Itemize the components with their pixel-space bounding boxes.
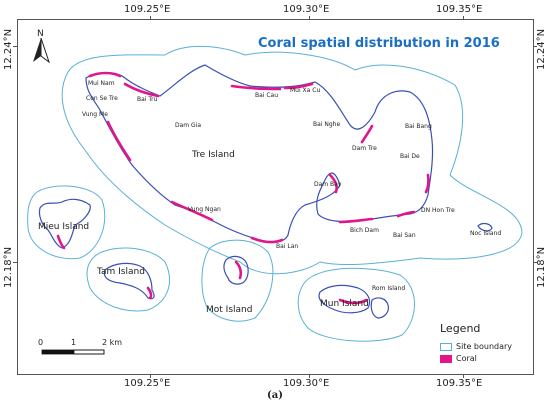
legend-item-site-boundary: Site boundary — [440, 342, 512, 351]
mot-island-coast — [223, 255, 249, 285]
legend-title: Legend — [440, 322, 481, 335]
place-bai-lan: Bai Lan — [276, 243, 298, 250]
place-bich-dam: Bich Dam — [350, 227, 379, 234]
place-vung-me: Vung Me — [82, 111, 108, 118]
coral-bai-tru — [123, 82, 160, 98]
place-bai-san: Bai San — [393, 232, 416, 239]
mun-island-boundary — [297, 267, 415, 342]
tick-right-2 — [533, 262, 537, 263]
lon-tick-bottom-1: 109.25°E — [124, 378, 171, 389]
lon-tick-bottom-3: 109.35°E — [436, 378, 483, 389]
legend-item-coral: Coral — [440, 354, 477, 363]
tick-right-1 — [533, 46, 537, 47]
north-arrow-icon — [33, 37, 50, 64]
coral-dam-tre — [360, 124, 374, 144]
tick-left-1 — [13, 46, 17, 47]
coral-mun — [338, 298, 368, 305]
rom-island-coast — [370, 297, 389, 319]
lon-tick-top-1: 109.25°E — [124, 4, 171, 15]
place-bai-nghe: Bai Nghe — [313, 121, 340, 128]
coral-tam — [146, 286, 153, 300]
tre-island-boundary — [61, 45, 523, 275]
place-rom-island: Rom Island — [372, 285, 405, 292]
place-bai-de: Bai De — [400, 153, 420, 160]
tick-top-1 — [150, 16, 151, 20]
tick-top-3 — [463, 16, 464, 20]
place-dam-tre: Dam Tre — [352, 145, 377, 152]
island-mieu: Mieu Island — [38, 222, 89, 232]
coral-bai-de — [424, 173, 430, 194]
coral-dn-hon-tre — [396, 210, 416, 218]
mot-island-boundary — [201, 239, 274, 322]
scale-label-0: 0 — [38, 338, 43, 347]
map-frame — [17, 19, 534, 375]
place-dam-gia: Dam Gia — [175, 122, 201, 129]
island-tre: Tre Island — [191, 150, 235, 160]
coral-mui-xa-cu — [283, 82, 314, 90]
tam-island-boundary — [86, 247, 170, 312]
place-dn-hon-tre: DN Hon Tre — [421, 207, 455, 214]
place-mui-xa-cu: Mui Xa Cu — [290, 87, 320, 94]
coral-mui-nam — [88, 71, 122, 78]
mun-island-coast — [318, 284, 371, 314]
scale-bar — [41, 349, 105, 355]
mieu-island-boundary — [27, 185, 106, 260]
map-title: Coral spatial distribution in 2016 — [258, 36, 500, 51]
coral-bich-dam — [338, 217, 374, 224]
lon-tick-bottom-2: 109.30°E — [283, 378, 330, 389]
coral-bai-lan — [250, 236, 284, 244]
legend-label-site-boundary: Site boundary — [456, 342, 513, 351]
scale-label-2: 2 km — [102, 338, 122, 347]
tick-left-2 — [13, 262, 17, 263]
island-tam: Tam Island — [96, 267, 145, 277]
north-arrow-label: N — [37, 29, 44, 39]
place-mui-nam: Mui Nam — [88, 80, 115, 87]
place-con-se-tre: Con Se Tre — [86, 95, 118, 102]
coral-swatch — [440, 354, 452, 363]
island-noc: Noc Island — [470, 230, 501, 237]
island-mun: Mun Island — [320, 299, 369, 309]
coral-dam-bay — [328, 173, 338, 194]
tick-bottom-1 — [150, 374, 151, 378]
lon-tick-top-2: 109.30°E — [283, 4, 330, 15]
coral-mot — [234, 260, 243, 280]
legend-label-coral: Coral — [456, 354, 477, 363]
place-vung-ngan: Vung Ngan — [188, 206, 221, 213]
site-boundary-swatch — [440, 342, 452, 351]
coral-west-coast — [106, 120, 132, 162]
noc-island-coast — [477, 222, 493, 232]
mieu-island-coast — [38, 198, 91, 249]
tick-top-2 — [309, 16, 310, 20]
tick-bottom-2 — [309, 374, 310, 378]
figure-caption: (a) — [267, 390, 283, 401]
tam-island-coast — [103, 262, 155, 300]
place-bai-bang: Bai Bang — [405, 123, 432, 130]
place-bai-cau: Bai Cau — [255, 92, 278, 99]
tick-bottom-3 — [463, 374, 464, 378]
coral-vung-ngan — [170, 200, 214, 222]
scale-label-1: 1 — [71, 338, 76, 347]
coral-bai-cau — [230, 84, 282, 91]
island-mot: Mot Island — [206, 305, 252, 315]
place-bai-tru: Bai Tru — [137, 96, 158, 103]
coral-mieu — [56, 234, 66, 250]
lon-tick-top-3: 109.35°E — [436, 4, 483, 15]
place-dam-bay: Dam Bay — [314, 181, 342, 188]
